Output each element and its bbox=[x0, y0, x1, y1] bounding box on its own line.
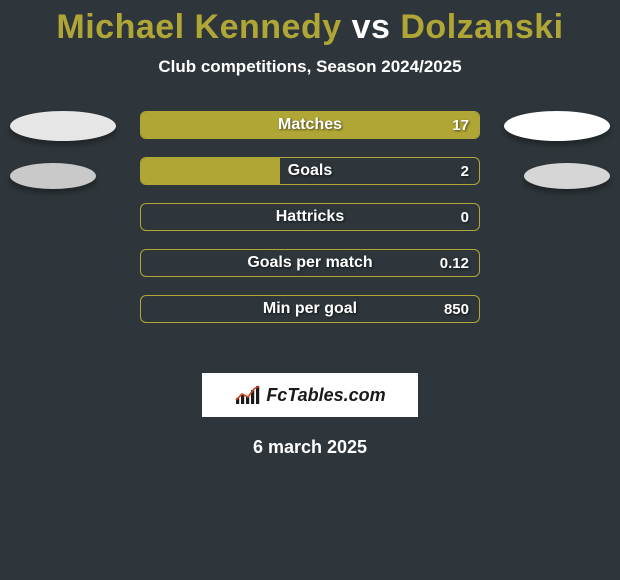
stats-bars: Matches17 Goals2 Hattricks0 Goals per match… bbox=[140, 111, 480, 341]
stat-label: Min per goal bbox=[141, 296, 479, 322]
stat-row: Goals2 bbox=[140, 157, 480, 185]
stat-value: 17 bbox=[452, 112, 469, 138]
decorative-ellipse bbox=[504, 111, 610, 141]
stat-label: Goals per match bbox=[141, 250, 479, 276]
stat-value: 0 bbox=[461, 204, 469, 230]
stat-row: Hattricks0 bbox=[140, 203, 480, 231]
subtitle: Club competitions, Season 2024/2025 bbox=[0, 57, 620, 77]
stat-label: Matches bbox=[141, 112, 479, 138]
stat-value: 850 bbox=[444, 296, 469, 322]
fctables-icon bbox=[234, 384, 260, 406]
player2-name: Dolzanski bbox=[400, 8, 563, 46]
logo-text: FcTables.com bbox=[266, 385, 385, 406]
stats-chart: Matches17 Goals2 Hattricks0 Goals per match… bbox=[0, 111, 620, 361]
decorative-ellipse bbox=[524, 163, 610, 189]
logo-box: FcTables.com bbox=[202, 373, 418, 417]
stat-row: Matches17 bbox=[140, 111, 480, 139]
page-title: Michael Kennedy vs Dolzanski bbox=[0, 8, 620, 47]
stat-value: 0.12 bbox=[440, 250, 469, 276]
stat-label: Hattricks bbox=[141, 204, 479, 230]
player1-name: Michael Kennedy bbox=[56, 8, 341, 46]
infographic-container: Michael Kennedy vs Dolzanski Club compet… bbox=[0, 0, 620, 458]
vs-text: vs bbox=[352, 8, 391, 46]
stat-label: Goals bbox=[141, 158, 479, 184]
decorative-ellipse bbox=[10, 163, 96, 189]
stat-row: Goals per match0.12 bbox=[140, 249, 480, 277]
stat-row: Min per goal850 bbox=[140, 295, 480, 323]
date-text: 6 march 2025 bbox=[0, 437, 620, 458]
stat-value: 2 bbox=[461, 158, 469, 184]
decorative-ellipse bbox=[10, 111, 116, 141]
